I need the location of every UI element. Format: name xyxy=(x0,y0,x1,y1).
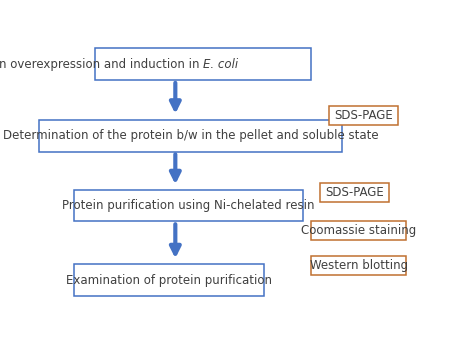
FancyBboxPatch shape xyxy=(311,256,406,275)
Text: Coomassie staining: Coomassie staining xyxy=(302,224,417,238)
FancyBboxPatch shape xyxy=(328,106,398,125)
Text: Examination of protein purification: Examination of protein purification xyxy=(66,274,272,287)
Text: Protein purification using Ni-chelated resin: Protein purification using Ni-chelated r… xyxy=(62,199,315,212)
FancyBboxPatch shape xyxy=(320,183,389,202)
Text: Protein overexpression and induction in: Protein overexpression and induction in xyxy=(0,58,203,71)
Text: Determination of the protein b/w in the pellet and soluble state: Determination of the protein b/w in the … xyxy=(3,129,378,142)
FancyBboxPatch shape xyxy=(95,48,311,80)
Text: SDS-PAGE: SDS-PAGE xyxy=(325,186,384,199)
Text: E. coli: E. coli xyxy=(203,58,238,71)
FancyBboxPatch shape xyxy=(311,221,406,240)
Text: SDS-PAGE: SDS-PAGE xyxy=(334,109,392,122)
FancyBboxPatch shape xyxy=(74,190,303,221)
Text: Western blotting: Western blotting xyxy=(310,259,408,272)
FancyBboxPatch shape xyxy=(39,120,342,151)
FancyBboxPatch shape xyxy=(74,264,264,296)
